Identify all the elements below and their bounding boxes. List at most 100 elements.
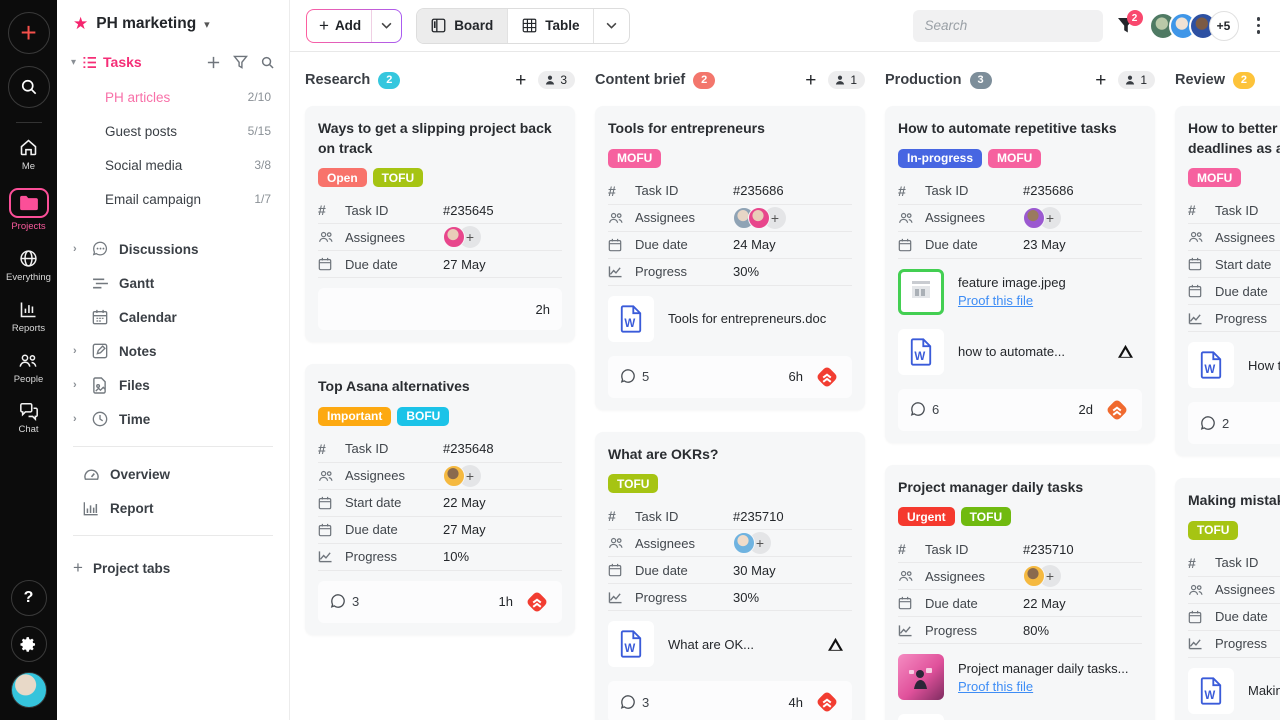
field-progress[interactable]: Progress 10% <box>318 544 562 571</box>
field-assignees[interactable]: Assignees + <box>318 463 562 490</box>
column-members[interactable]: 1 <box>1118 71 1155 89</box>
rail-item-people[interactable]: People <box>14 350 43 385</box>
task-card[interactable]: How to automate repetitive tasks In-prog… <box>885 106 1155 443</box>
attachment[interactable]: W <box>898 704 1142 720</box>
field-due-date[interactable]: Due date 27 May <box>318 251 562 279</box>
column-members[interactable]: 3 <box>538 71 575 89</box>
sidebar-item-overview[interactable]: Overview <box>57 457 289 491</box>
tab-table[interactable]: Table <box>508 9 593 43</box>
comments-button[interactable]: 5 <box>620 369 649 384</box>
field-task-id[interactable]: # Task ID #235686 <box>898 178 1142 205</box>
column-members[interactable]: 1 <box>828 71 865 89</box>
rail-item-reports[interactable]: Reports <box>12 299 45 334</box>
field-assignees[interactable]: Assignees + <box>898 205 1142 232</box>
field-due-date[interactable]: Due date 27 May <box>318 517 562 544</box>
priority-icon[interactable] <box>1104 397 1130 423</box>
comments-button[interactable]: 6 <box>910 402 939 417</box>
add-dropdown-caret[interactable] <box>372 22 401 29</box>
sidebar-item-files[interactable]: › Files <box>73 376 150 394</box>
sidebar-item-discussions[interactable]: › Discussions <box>73 241 199 257</box>
sidebar-item-email-campaign[interactable]: Email campaign 1/7 <box>105 191 271 207</box>
sidebar-item-report[interactable]: Report <box>57 491 289 525</box>
field-task-id[interactable]: # Task ID #235710 <box>608 503 852 531</box>
sidebar-item-social-media[interactable]: Social media 3/8 <box>105 157 271 173</box>
more-options-button[interactable] <box>1253 13 1265 38</box>
attachment[interactable]: W Making <box>1188 658 1280 718</box>
attachment[interactable]: W How to <box>1188 332 1280 392</box>
field-task-id[interactable]: # Task ID <box>1188 197 1280 225</box>
field-due-date[interactable]: Due date <box>1188 604 1280 631</box>
add-assignee-button[interactable]: + <box>1039 206 1061 229</box>
field-assignees[interactable]: Assignees + <box>318 224 562 252</box>
add-assignee-button[interactable]: + <box>459 226 481 249</box>
field-due-date[interactable]: Due date <box>1188 278 1280 306</box>
field-due-date[interactable]: Due date 22 May <box>898 590 1142 618</box>
field-start-date[interactable]: Start date <box>1188 251 1280 279</box>
field-task-id[interactable]: # Task ID #235645 <box>318 197 562 225</box>
settings-button[interactable] <box>10 626 47 662</box>
task-card[interactable]: What are OKRs? TOFU # Task ID #235710 <box>595 431 865 720</box>
task-card[interactable]: Top Asana alternatives Important BOFU # … <box>305 364 575 635</box>
global-search-button[interactable] <box>7 66 50 108</box>
field-due-date[interactable]: Due date 23 May <box>898 232 1142 259</box>
attachment-image[interactable]: feature image.jpeg Proof this file <box>898 259 1142 319</box>
rail-item-chat[interactable]: Chat <box>18 401 40 435</box>
field-assignees[interactable]: Assignees + <box>898 563 1142 591</box>
task-card[interactable]: Ways to get a slipping project back on t… <box>305 106 575 343</box>
field-due-date[interactable]: Due date 24 May <box>608 232 852 259</box>
tab-board[interactable]: Board <box>417 8 508 43</box>
add-task-icon[interactable] <box>206 55 221 70</box>
proof-file-link[interactable]: Proof this file <box>958 293 1034 309</box>
field-progress[interactable]: Progress <box>1188 305 1280 333</box>
attachment[interactable]: W how to automate... <box>898 319 1142 379</box>
priority-icon[interactable] <box>814 364 840 390</box>
add-assignee-button[interactable]: + <box>1039 565 1061 588</box>
filter-button[interactable]: 2 <box>1117 10 1143 34</box>
field-progress[interactable]: Progress 80% <box>898 617 1142 645</box>
priority-icon[interactable] <box>814 689 840 715</box>
field-task-id[interactable]: # Task ID #235686 <box>608 178 852 205</box>
tasks-section-header[interactable]: ▾ Tasks <box>57 50 289 80</box>
field-assignees[interactable]: Assignees + <box>608 530 852 558</box>
board-search[interactable] <box>912 9 1103 42</box>
field-task-id[interactable]: # Task ID <box>1188 550 1280 577</box>
attachment[interactable]: W What are OK... <box>608 611 852 671</box>
rail-item-everything[interactable]: Everything <box>6 248 51 283</box>
search-icon[interactable] <box>260 55 275 70</box>
task-card[interactable]: Tools for entrepreneurs MOFU # Task ID #… <box>595 106 865 410</box>
user-avatar[interactable] <box>10 672 47 708</box>
filter-icon[interactable] <box>233 55 248 69</box>
task-card[interactable]: Making mistak TOFU # Task ID <box>1175 478 1280 720</box>
add-assignee-button[interactable]: + <box>764 206 786 229</box>
field-progress[interactable]: Progress 30% <box>608 259 852 286</box>
field-task-id[interactable]: # Task ID #235648 <box>318 436 562 463</box>
add-card-button[interactable]: + <box>1095 69 1107 91</box>
attachment[interactable]: W Tools for entrepreneurs.doc <box>608 286 852 346</box>
add-assignee-button[interactable]: + <box>749 532 771 555</box>
field-due-date[interactable]: Due date 30 May <box>608 557 852 585</box>
field-progress[interactable]: Progress 30% <box>608 584 852 612</box>
sidebar-item-time[interactable]: › Time <box>73 411 151 427</box>
rail-item-projects[interactable]: Projects <box>8 188 49 232</box>
field-assignees[interactable]: Assignees <box>1188 577 1280 604</box>
field-progress[interactable]: Progress <box>1188 631 1280 658</box>
sidebar-item-ph-articles[interactable]: PH articles 2/10 <box>105 89 271 105</box>
proof-file-link[interactable]: Proof this file <box>958 678 1034 694</box>
search-input[interactable] <box>924 18 1091 33</box>
add-card-button[interactable]: + <box>515 69 527 91</box>
workspace-switcher[interactable]: ★ PH marketing ▾ <box>57 14 289 50</box>
field-assignees[interactable]: Assignees <box>1188 224 1280 252</box>
task-card[interactable]: Project manager daily tasks Urgent TOFU … <box>885 464 1155 720</box>
sidebar-item-gantt[interactable]: › Gantt <box>57 266 289 300</box>
avatar-overflow[interactable]: +5 <box>1208 10 1239 41</box>
add-card-button[interactable]: + <box>805 69 817 91</box>
member-avatars[interactable]: +5 <box>1148 10 1239 41</box>
comments-button[interactable]: 3 <box>330 594 359 609</box>
sidebar-item-notes[interactable]: › Notes <box>73 343 157 359</box>
help-button[interactable]: ? <box>10 580 47 616</box>
field-task-id[interactable]: # Task ID #235710 <box>898 536 1142 564</box>
create-button[interactable]: + <box>7 12 50 54</box>
add-button[interactable]: + Add <box>306 9 402 43</box>
sidebar-item-calendar[interactable]: › Calendar <box>57 300 289 334</box>
rail-item-me[interactable]: Me <box>18 137 39 172</box>
